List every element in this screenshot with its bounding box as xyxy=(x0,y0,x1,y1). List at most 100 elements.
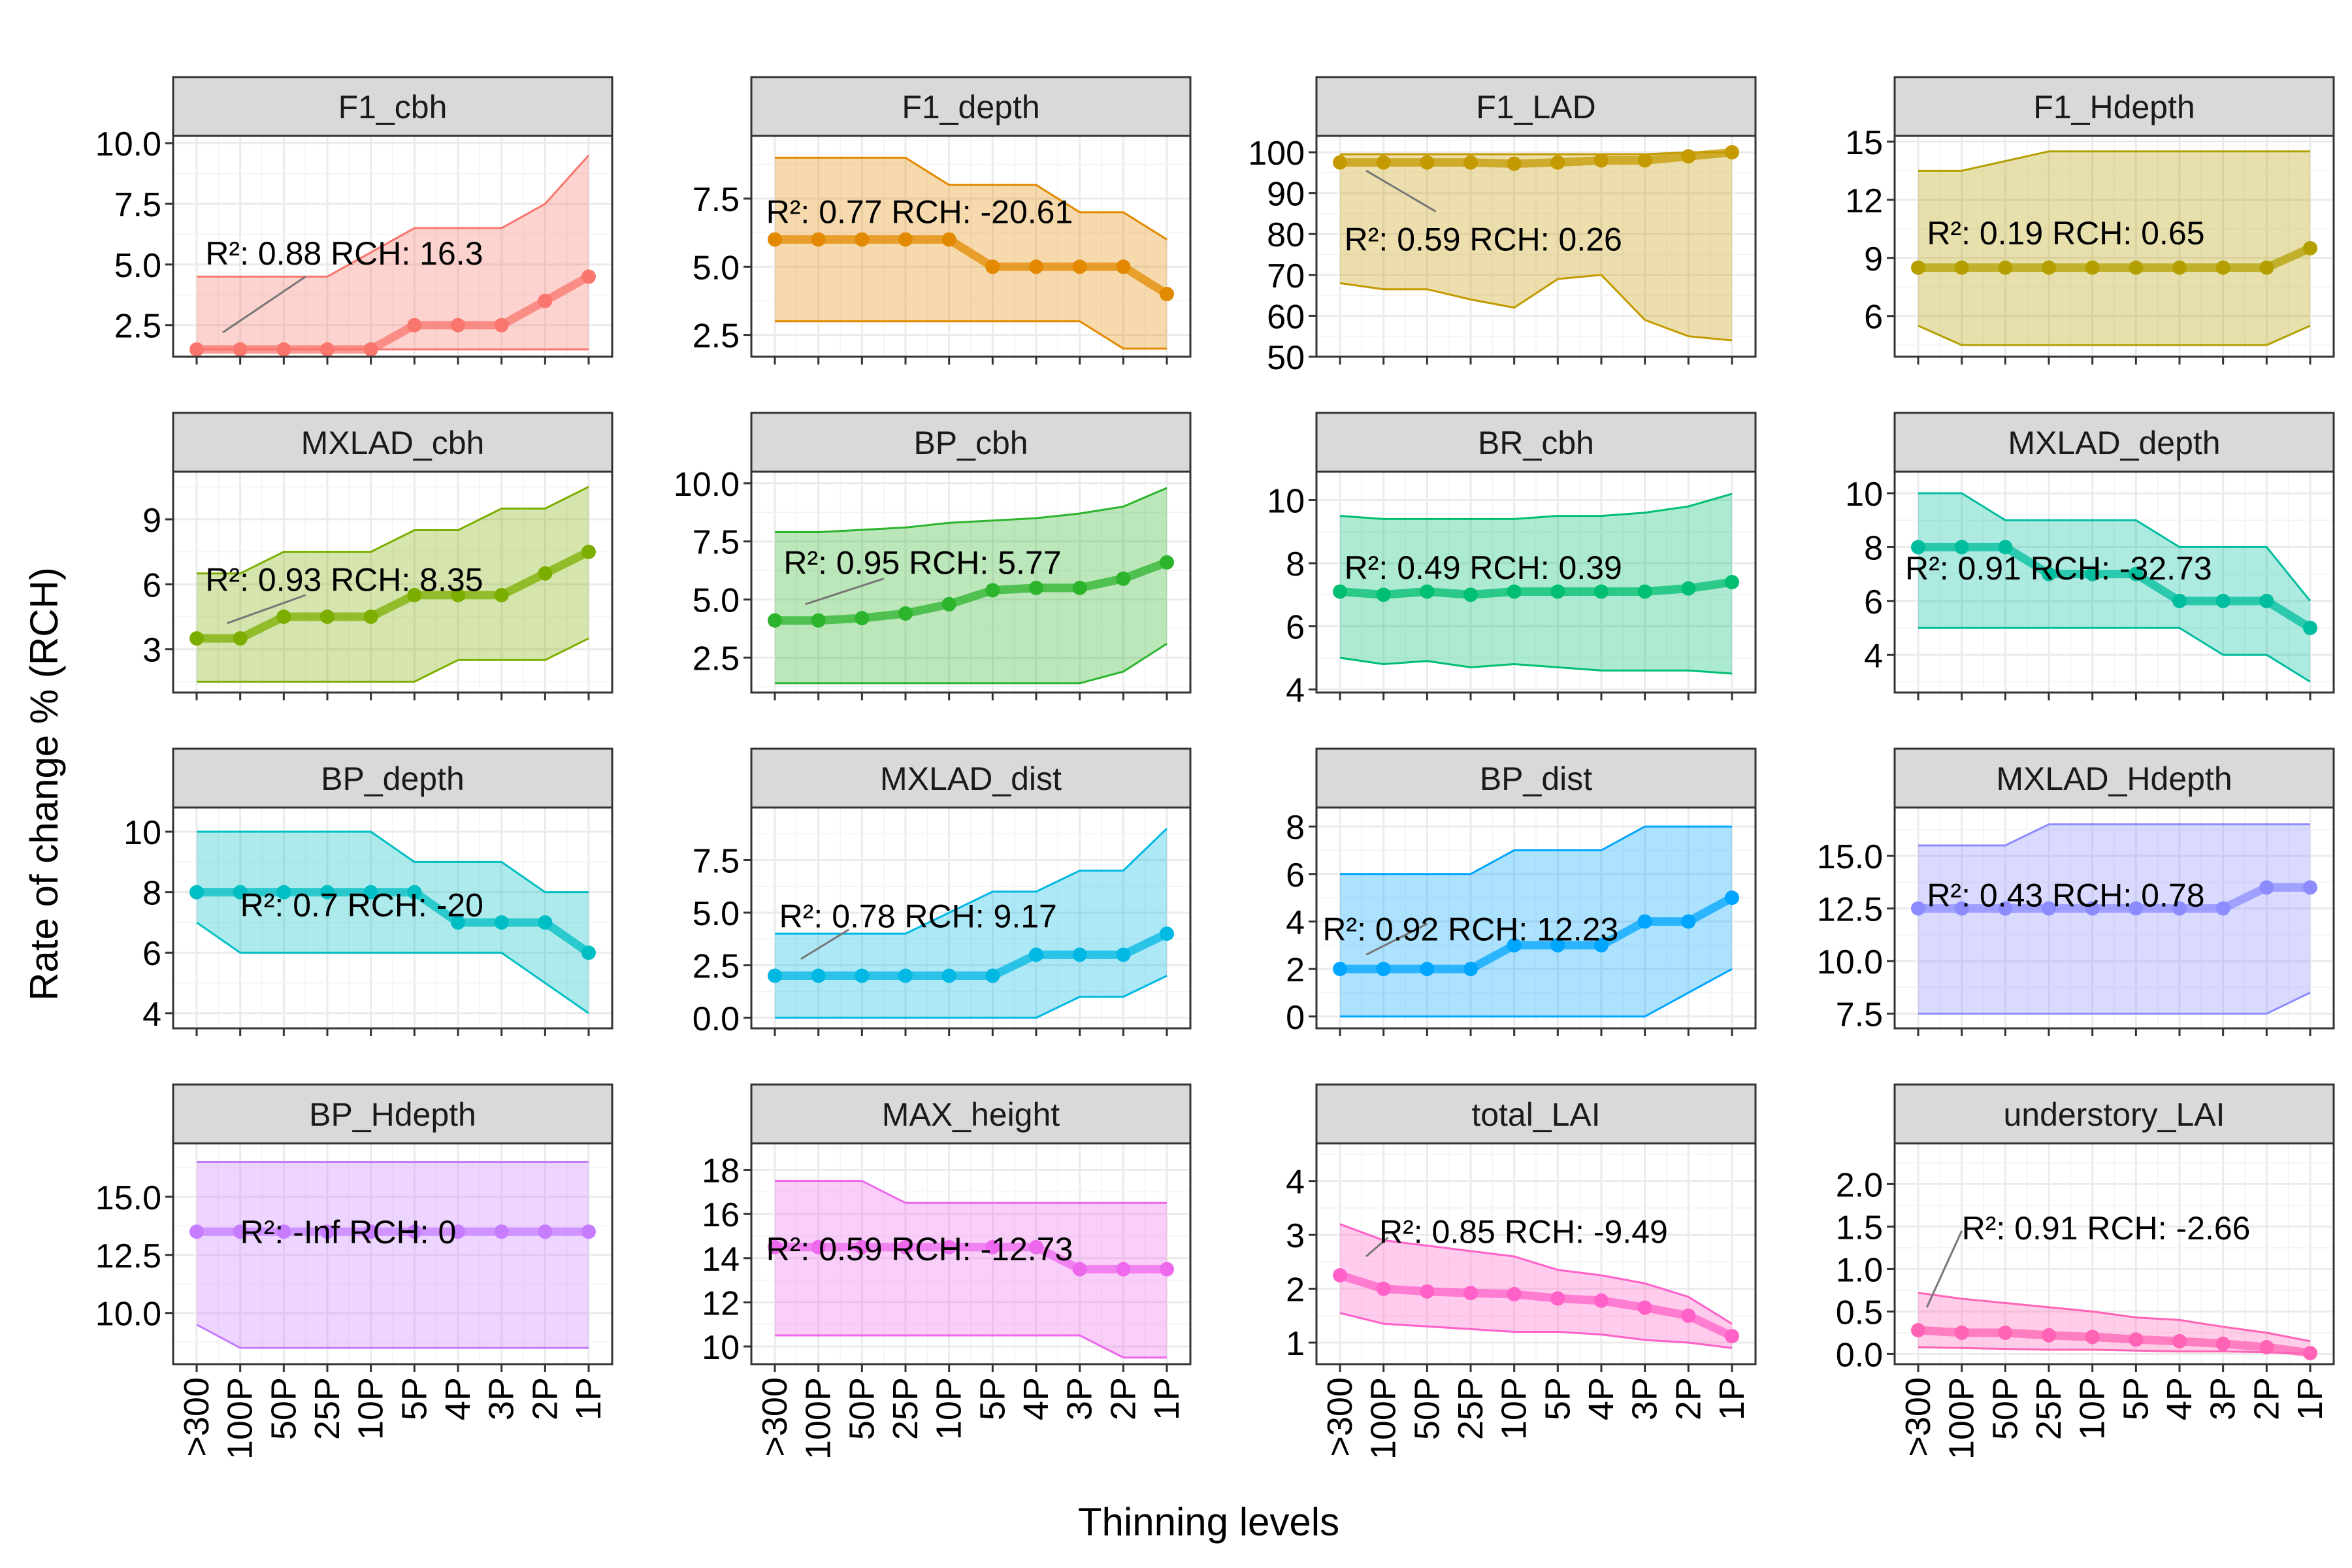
data-point xyxy=(1376,587,1391,602)
x-axis-title: Thinning levels xyxy=(1078,1500,1339,1544)
grid-lines xyxy=(1316,1143,1756,1364)
y-tick-label: 2.5 xyxy=(114,308,161,346)
ribbon-area xyxy=(197,1162,589,1348)
ribbon-upper-line xyxy=(197,830,589,894)
facet-strip xyxy=(172,412,613,473)
data-point xyxy=(2085,566,2100,581)
y-tick-label: 3 xyxy=(142,632,161,670)
data-point xyxy=(581,544,596,559)
x-tick-label: 5P xyxy=(973,1377,1012,1420)
y-tick-label: 5.0 xyxy=(693,582,740,620)
ribbon-area xyxy=(1340,493,1732,674)
y-tick-label: 6 xyxy=(1864,299,1883,336)
series-line xyxy=(775,930,1169,981)
data-point xyxy=(2042,901,2056,916)
data-point xyxy=(2303,240,2317,255)
ribbon-area xyxy=(1918,151,2310,346)
data-point xyxy=(1029,947,1043,962)
data-point xyxy=(1463,155,1478,170)
x-tick-label: 5P xyxy=(395,1377,434,1420)
series-line xyxy=(1918,1326,2311,1358)
x-tick-label: >300 xyxy=(1899,1377,1938,1457)
x-tick-label: 4P xyxy=(1017,1377,1056,1420)
ribbon-upper-line xyxy=(1339,493,1733,520)
data-point xyxy=(1029,1239,1043,1254)
data-point xyxy=(1681,581,1696,596)
facet-title: MXLAD_depth xyxy=(2008,425,2220,461)
data-point xyxy=(1072,259,1087,274)
x-tick-label: 25P xyxy=(308,1377,347,1440)
data-point xyxy=(1637,914,1652,929)
ribbon-upper-line xyxy=(197,154,590,278)
x-tick-label: 2P xyxy=(2247,1377,2286,1420)
facet-MXLAD_cbh: MXLAD_cbh R²: 0.93 RCH: 8.35 3 6 9 xyxy=(142,412,613,700)
annotation-label: R²: 0.7 RCH: -20 xyxy=(240,887,483,924)
data-point xyxy=(898,968,913,983)
x-tick-label: 1P xyxy=(569,1377,608,1420)
annotation-label: R²: 0.59 RCH: -12.73 xyxy=(766,1231,1073,1267)
ribbon-area xyxy=(197,487,589,682)
data-point xyxy=(1954,901,1969,916)
annotation-leader-line xyxy=(1365,169,1437,213)
annotation-leader-line xyxy=(805,578,885,606)
data-point xyxy=(2085,901,2100,916)
ribbon-lower-line xyxy=(775,975,1168,1019)
series-line xyxy=(775,1243,1167,1274)
y-tick-label: 5.0 xyxy=(693,895,740,933)
data-point xyxy=(276,1224,291,1239)
panel-border xyxy=(172,135,613,358)
ribbon-lower-line xyxy=(1339,657,1733,675)
x-tick-label: 5P xyxy=(2116,1377,2155,1420)
data-point xyxy=(768,1239,782,1254)
y-tick-label: 2.5 xyxy=(693,947,740,985)
x-tick-label: 1P xyxy=(1712,1377,1752,1420)
y-tick-label: 10.0 xyxy=(95,125,161,163)
panel-border xyxy=(750,806,1192,1030)
data-point xyxy=(494,915,509,930)
data-point xyxy=(985,1239,1000,1254)
x-tick-label: 3P xyxy=(1060,1377,1100,1420)
panel-border xyxy=(1893,470,2335,694)
data-point xyxy=(233,631,248,646)
x-tick-label: >300 xyxy=(1320,1377,1360,1457)
ribbon-area xyxy=(775,1181,1167,1358)
data-point xyxy=(2259,1340,2274,1354)
data-point xyxy=(1550,1291,1565,1306)
data-point xyxy=(985,968,1000,983)
annotation-label: R²: 0.92 RCH: 12.23 xyxy=(1322,911,1618,948)
ribbon-lower-line xyxy=(1340,968,1733,1018)
panel-border xyxy=(172,470,613,694)
data-point xyxy=(320,610,335,625)
ribbon-lower-line xyxy=(775,320,1167,350)
data-point xyxy=(451,587,465,602)
data-point xyxy=(1507,584,1522,599)
y-tick-label: 7.5 xyxy=(693,842,740,880)
y-tick-label: 9 xyxy=(1864,240,1883,278)
facet-MXLAD_Hdepth: MXLAD_Hdepth R²: 0.43 RCH: 0.78 7.5 10.0 12.… xyxy=(1817,747,2335,1036)
data-point xyxy=(363,885,378,900)
data-point xyxy=(1072,580,1087,595)
data-point xyxy=(855,968,870,983)
y-tick-label: 7.5 xyxy=(693,524,740,562)
ribbon-upper-line xyxy=(1918,823,2310,847)
data-point xyxy=(898,606,913,621)
data-point xyxy=(1998,1325,2013,1340)
y-tick-label: 7.5 xyxy=(693,181,740,219)
data-point xyxy=(1333,584,1347,599)
annotation-label: R²: 0.19 RCH: 0.65 xyxy=(1927,215,2204,252)
data-point xyxy=(1725,575,1739,589)
data-point xyxy=(1333,962,1347,977)
data-point xyxy=(2042,1328,2056,1343)
ribbon-area xyxy=(1340,152,1732,340)
data-point xyxy=(2303,621,2317,636)
data-point xyxy=(538,566,553,581)
data-point xyxy=(855,232,870,247)
data-point xyxy=(1160,926,1174,941)
y-tick-label: 5.0 xyxy=(114,247,161,285)
data-point xyxy=(985,259,1000,274)
ribbon-area xyxy=(1340,1224,1732,1348)
data-point xyxy=(1594,1293,1609,1308)
x-tick-label: 2P xyxy=(1669,1377,1708,1420)
y-tick-label: 1.0 xyxy=(1836,1251,1883,1289)
